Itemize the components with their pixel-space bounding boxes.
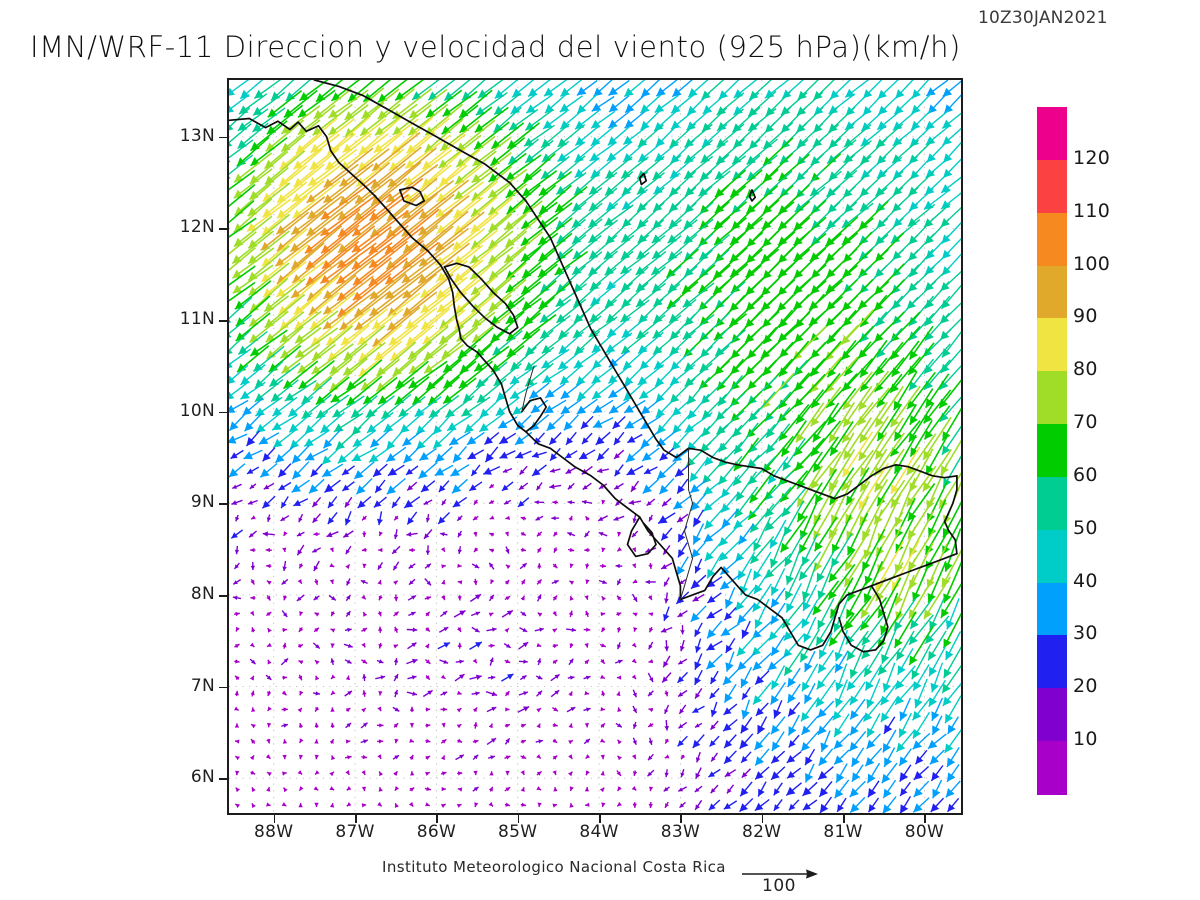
colorbar-segment <box>1037 371 1067 425</box>
x-axis-label-86w: 86W <box>416 822 457 842</box>
x-axis-tick <box>517 815 520 823</box>
y-axis-label-12n: 12N <box>179 217 215 238</box>
wind-vector-field <box>229 80 961 813</box>
x-axis-tick <box>924 815 926 823</box>
x-axis-label-81w: 81W <box>823 822 863 842</box>
y-axis-tick <box>219 686 227 689</box>
colorbar-label: 70 <box>1073 411 1098 434</box>
x-axis-label-83w: 83W <box>660 822 701 842</box>
colorbar-label: 40 <box>1073 569 1098 592</box>
y-axis-label-7n: 7N <box>190 675 215 696</box>
colorbar-segment <box>1037 741 1067 795</box>
y-axis-label-13n: 13N <box>179 125 215 146</box>
colorbar-label: 80 <box>1073 358 1098 381</box>
reference-vector-label: 100 <box>762 876 796 896</box>
x-axis-label-88w: 88W <box>254 822 294 842</box>
x-axis-label-82w: 82W <box>742 822 782 842</box>
y-axis-label-11n: 11N <box>179 309 215 330</box>
colorbar-label: 30 <box>1073 622 1098 645</box>
colorbar <box>1037 107 1067 795</box>
x-axis-tick <box>599 815 601 823</box>
y-axis-label-10n: 10N <box>179 400 215 421</box>
x-axis-tick <box>436 815 438 823</box>
map-plot-area[interactable] <box>227 78 963 815</box>
y-axis-tick <box>219 228 227 231</box>
colorbar-segment <box>1037 424 1067 478</box>
colorbar-segment <box>1037 688 1067 742</box>
colorbar-label: 110 <box>1073 199 1111 222</box>
wind-arrows <box>229 80 961 813</box>
y-axis-tick <box>219 411 227 414</box>
colorbar-segment <box>1037 582 1067 637</box>
x-axis-label-85w: 85W <box>498 822 538 842</box>
colorbar-segment <box>1037 529 1067 584</box>
y-axis-tick <box>219 594 227 597</box>
y-axis-label-6n: 6N <box>190 767 215 788</box>
colorbar-segment <box>1037 107 1067 161</box>
figure-timestamp: 10Z30JAN2021 <box>978 8 1108 28</box>
y-axis-tick <box>219 778 227 780</box>
colorbar-label: 60 <box>1073 463 1098 486</box>
colorbar-label: 100 <box>1073 252 1111 275</box>
y-axis-tick <box>219 320 227 322</box>
x-axis-label-84w: 84W <box>579 822 619 842</box>
colorbar-label: 90 <box>1073 305 1098 328</box>
colorbar-label: 50 <box>1073 516 1098 539</box>
reference-vector-arrow <box>742 869 818 879</box>
x-axis-tick <box>843 815 845 823</box>
coastlines <box>229 80 958 653</box>
y-axis-label-9n: 9N <box>190 492 215 513</box>
colorbar-segment <box>1037 265 1067 319</box>
y-axis-label-8n: 8N <box>190 583 215 604</box>
x-axis-label-87w: 87W <box>335 822 375 842</box>
x-axis-tick <box>355 815 357 823</box>
colorbar-label: 10 <box>1073 728 1098 751</box>
y-axis-tick <box>219 136 227 139</box>
colorbar-label: 20 <box>1073 675 1098 698</box>
x-axis-label-80w: 80W <box>904 822 945 842</box>
x-axis-tick <box>680 815 682 823</box>
y-axis-tick <box>219 503 227 505</box>
figure-credit: Instituto Meteorologico Nacional Costa R… <box>382 858 726 876</box>
x-axis-tick <box>273 815 276 823</box>
colorbar-segment <box>1037 318 1067 372</box>
colorbar-segment <box>1037 635 1067 689</box>
colorbar-label: 120 <box>1073 146 1111 169</box>
colorbar-segment <box>1037 159 1067 214</box>
colorbar-segment <box>1037 212 1067 267</box>
figure-title: IMN/WRF-11 Direccion y velocidad del vie… <box>30 30 961 64</box>
x-axis-tick <box>761 815 764 823</box>
colorbar-segment <box>1037 476 1067 531</box>
